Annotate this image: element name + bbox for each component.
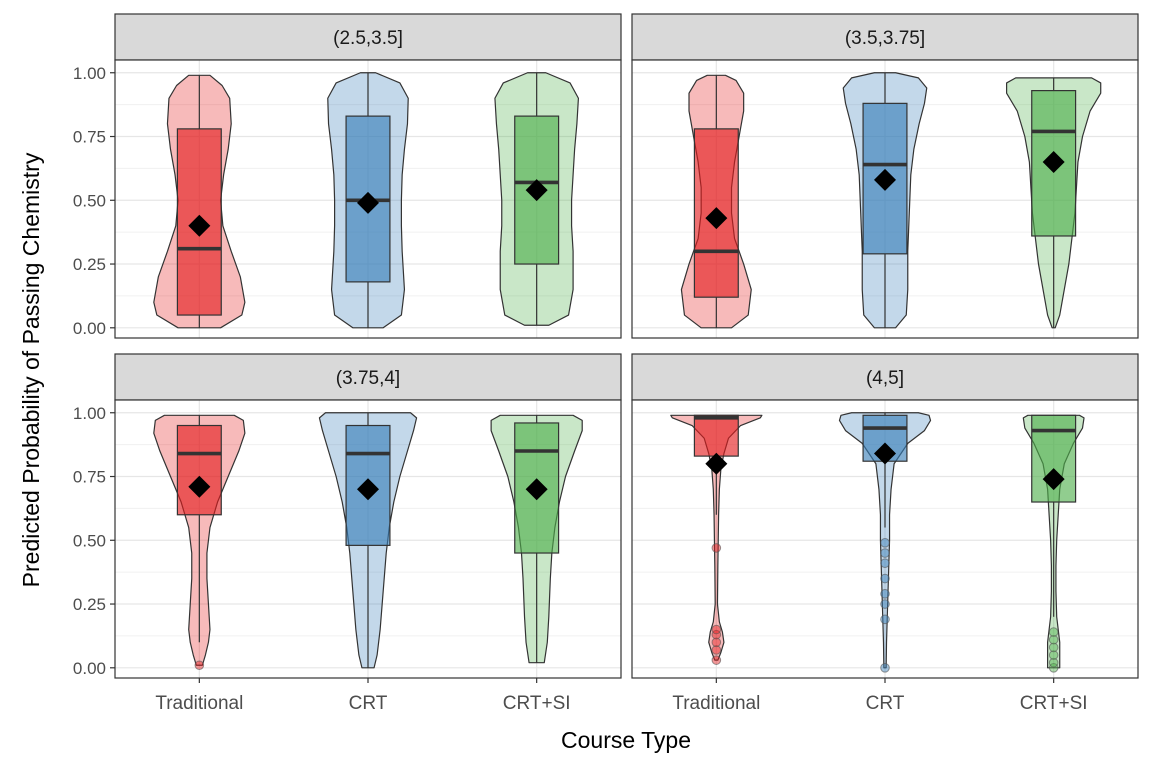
facet-strip [114,353,622,401]
x-tick-label: Traditional [672,693,760,714]
outlier-point [880,538,890,548]
box-iqr [693,414,739,457]
outlier-point [711,624,722,635]
outlier-point [880,548,890,558]
group-crt [318,412,418,669]
mean-marker [525,478,548,501]
outlier-point [711,645,722,655]
mean-marker [1042,151,1065,174]
box-iqr [176,424,222,516]
x-tick-label: Traditional [155,693,243,714]
group-crt [842,72,928,329]
y-tick-label: 0.00 [73,659,106,678]
x-tick-label: CRT [349,693,388,714]
mean-marker [357,191,379,214]
outlier-point [880,589,890,599]
group-crt-si [1006,77,1102,329]
facet-panel-2: (3.5,3.75] [631,13,1139,339]
outlier-point [711,629,722,640]
outlier-point [1048,642,1059,653]
x-tick-label: CRT+SI [503,693,571,714]
outlier-point [711,637,722,648]
facet-strip [631,13,1139,61]
outlier-point [880,614,890,625]
outlier-point [1048,662,1059,673]
group-crt-si [1022,414,1085,673]
x-tick-label: CRT+SI [1020,693,1088,714]
facet-panel-4: (4,5] Traditional CRT CRT+SI [631,353,1139,714]
outlier-point [194,660,205,671]
y-tick-label: 0.75 [73,128,106,147]
facet-panel-1: (2.5,3.5] 0.00 0.25 0.50 0.75 1.00 [73,13,622,339]
facet-strip-label: (4,5] [866,368,904,389]
mean-marker [705,207,728,230]
y-tick-label: 1.00 [73,64,106,83]
outlier-point [1048,634,1059,645]
outlier-point [1048,650,1059,660]
y-tick-label: 1.00 [73,404,106,423]
facet-strip-label: (2.5,3.5] [333,28,403,49]
mean-marker [874,168,896,191]
group-crt-si [494,72,580,326]
outlier-point [880,662,890,673]
group-crt [838,412,932,673]
y-tick-label: 0.25 [73,255,106,274]
x-axis-title: Course Type [561,727,691,753]
y-tick-label: 0.50 [73,191,106,210]
mean-marker [525,179,548,202]
outlier-point [880,573,890,584]
y-tick-label: 0.00 [73,319,106,338]
x-tick-label: CRT [866,693,905,714]
facet-panels: (2.5,3.5] 0.00 0.25 0.50 0.75 1.00 (3.5,3.75] (… [73,13,1139,714]
outlier-point [1048,627,1059,637]
mean-marker [874,442,896,465]
facet-strip-label: (3.75,4] [336,368,400,389]
mean-marker [705,452,728,475]
group-traditional [680,74,752,329]
group-crt-si [490,414,583,664]
panel-border [114,59,622,339]
facet-panel-3: (3.75,4] 0.00 0.25 0.50 0.75 1.00 Traditional C… [73,353,622,714]
outlier-point [711,543,722,553]
y-axis-title: Predicted Probability of Passing Chemist… [18,152,44,587]
mean-marker [357,478,379,501]
group-traditional [153,74,246,329]
y-tick-label: 0.75 [73,468,106,487]
facet-strip-label: (3.5,3.75] [845,28,925,49]
group-crt [327,72,409,329]
mean-marker [188,214,211,237]
y-tick-label: 0.25 [73,595,106,614]
y-tick-label: 0.50 [73,531,106,550]
outlier-point [880,599,890,609]
group-traditional [670,414,763,665]
outlier-point [711,655,722,665]
mean-marker [1042,468,1065,491]
mean-marker [188,475,211,498]
outlier-point [880,558,890,569]
panel-border [631,59,1139,339]
facet-strip [114,13,622,61]
outlier-point [1048,657,1059,668]
group-traditional [153,414,246,671]
